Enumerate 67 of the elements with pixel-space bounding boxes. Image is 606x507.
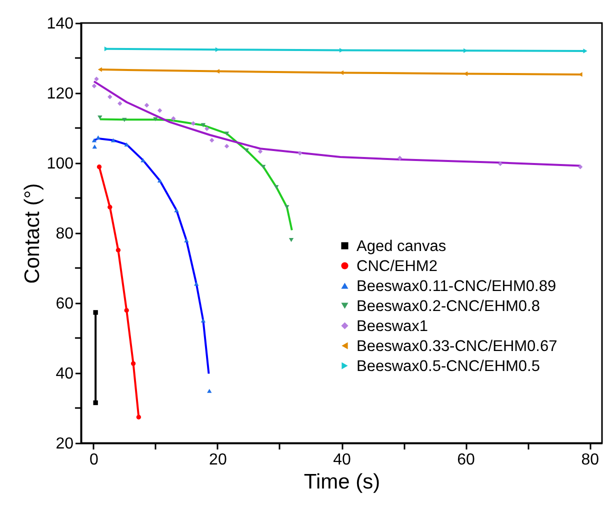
point	[153, 117, 158, 122]
point	[204, 126, 210, 132]
legend-label: Aged canvas	[356, 238, 446, 255]
point	[116, 248, 121, 252]
point	[288, 238, 294, 242]
y-tick-label: 40	[56, 366, 74, 382]
y-tick-label: 80	[56, 226, 74, 242]
y-tick-label: 60	[56, 296, 74, 312]
legend-label: Beeswax0.11-CNC/EHM0.89	[356, 278, 556, 295]
point	[174, 208, 179, 212]
point	[108, 204, 112, 210]
x-tick-label: 20	[209, 452, 227, 468]
point	[207, 388, 212, 393]
point	[94, 76, 99, 82]
point	[118, 101, 122, 106]
point	[157, 178, 162, 183]
point	[93, 400, 98, 406]
point	[200, 318, 206, 323]
point	[274, 185, 279, 190]
point	[108, 94, 112, 100]
point	[98, 115, 102, 120]
x-tick-label: 40	[333, 452, 351, 468]
point	[136, 414, 142, 420]
point	[224, 144, 230, 149]
point	[92, 138, 97, 142]
point	[98, 67, 102, 72]
point	[144, 102, 150, 108]
y-tick-label: 100	[46, 156, 74, 172]
x-tick-label: 60	[457, 452, 476, 468]
point	[171, 116, 176, 121]
point	[92, 84, 97, 88]
y-tick-label: 20	[56, 436, 74, 452]
point	[93, 310, 98, 315]
point	[224, 132, 230, 136]
point	[258, 149, 263, 154]
point	[110, 138, 116, 142]
point	[124, 142, 129, 146]
point	[244, 148, 249, 152]
point	[124, 308, 129, 313]
point	[298, 150, 302, 156]
point	[157, 108, 162, 113]
legend-label: CNC/EHM2	[356, 258, 438, 275]
point	[200, 123, 206, 128]
legend-label: Beeswax0.5-CNC/EHM0.5	[356, 358, 540, 375]
point	[194, 282, 199, 286]
point	[397, 156, 402, 160]
point	[210, 138, 214, 143]
y-tick-label: 140	[46, 16, 74, 32]
point	[190, 121, 196, 126]
point	[96, 164, 102, 170]
x-tick-label: 0	[89, 452, 98, 468]
point	[130, 361, 136, 366]
x-axis-title: Time (s)	[304, 470, 380, 494]
y-axis-title: Contact (°)	[20, 183, 44, 284]
x-tick-label: 80	[581, 452, 600, 468]
point	[498, 161, 503, 166]
legend-label: Beeswax0.33-CNC/EHM0.67	[356, 338, 558, 355]
legend-label: Beeswax1	[356, 318, 428, 335]
point	[284, 205, 290, 210]
point	[184, 238, 189, 242]
point	[583, 48, 588, 54]
point	[96, 135, 101, 140]
point	[578, 164, 583, 170]
point	[122, 118, 127, 122]
legend-label: Beeswax0.2-CNC/EHM0.8	[356, 298, 540, 315]
point	[92, 144, 97, 149]
y-tick-label: 120	[46, 86, 74, 102]
